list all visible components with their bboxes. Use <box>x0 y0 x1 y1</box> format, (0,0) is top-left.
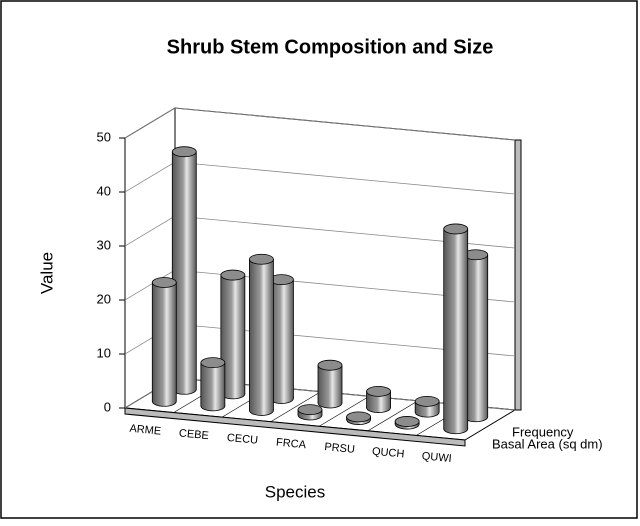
x-tick-label: QUCH <box>371 446 404 461</box>
cylinder-body <box>152 282 177 402</box>
cylinder-body <box>443 228 468 429</box>
y-tick-label: 50 <box>97 129 111 144</box>
cylinder <box>414 395 440 418</box>
cylinder-top <box>220 269 246 281</box>
x-tick-label: FRCA <box>276 437 308 452</box>
y-tick-label: 0 <box>104 399 111 414</box>
y-tick-label: 20 <box>97 291 111 306</box>
series-label: Frequency <box>512 424 574 439</box>
cylinder <box>151 277 177 407</box>
cylinder-top <box>366 385 391 397</box>
cylinder-top <box>317 359 343 371</box>
cylinder-top <box>200 357 226 369</box>
cylinder-top <box>297 404 323 416</box>
cylinder-top <box>443 223 469 235</box>
y-axis-title: Value <box>37 252 56 294</box>
cylinder-top <box>171 146 197 158</box>
cylinder-top <box>249 253 274 265</box>
floor-divider <box>367 400 419 432</box>
cylinder <box>249 253 274 416</box>
cylinder <box>366 385 391 413</box>
floor-edge <box>124 407 466 447</box>
cylinder <box>317 359 343 409</box>
cylinder <box>171 146 197 395</box>
cylinder <box>297 404 323 421</box>
cylinder <box>346 411 371 425</box>
cylinder-top <box>414 395 440 407</box>
chart-title: Shrub Stem Composition and Size <box>167 36 494 58</box>
floor-divider <box>319 396 370 427</box>
y-tick-label: 10 <box>97 345 111 360</box>
cylinder-body <box>200 362 225 406</box>
x-tick-label: CECU <box>226 432 258 447</box>
grid-line <box>124 107 516 141</box>
cylinder <box>394 416 420 430</box>
x-tick-label: CEBE <box>178 427 209 442</box>
cylinder-top <box>394 416 420 427</box>
cylinder-body <box>318 365 342 403</box>
cylinder <box>443 223 469 435</box>
x-axis-title: Species <box>265 482 325 501</box>
y-tick-label: 40 <box>97 183 111 198</box>
back-wall-edge <box>514 139 522 411</box>
x-tick-label: PRSU <box>324 441 356 456</box>
y-tick-label: 30 <box>97 237 111 252</box>
cylinder-top <box>346 411 371 423</box>
series-label: Basal Area (sq dm) <box>492 436 603 451</box>
x-tick-label: ARME <box>129 423 162 438</box>
floor-divider <box>270 391 321 422</box>
x-tick-label: QUWI <box>421 450 452 465</box>
cylinder-body <box>249 259 274 411</box>
cylinder-top <box>151 277 177 288</box>
cylinder <box>200 357 226 412</box>
